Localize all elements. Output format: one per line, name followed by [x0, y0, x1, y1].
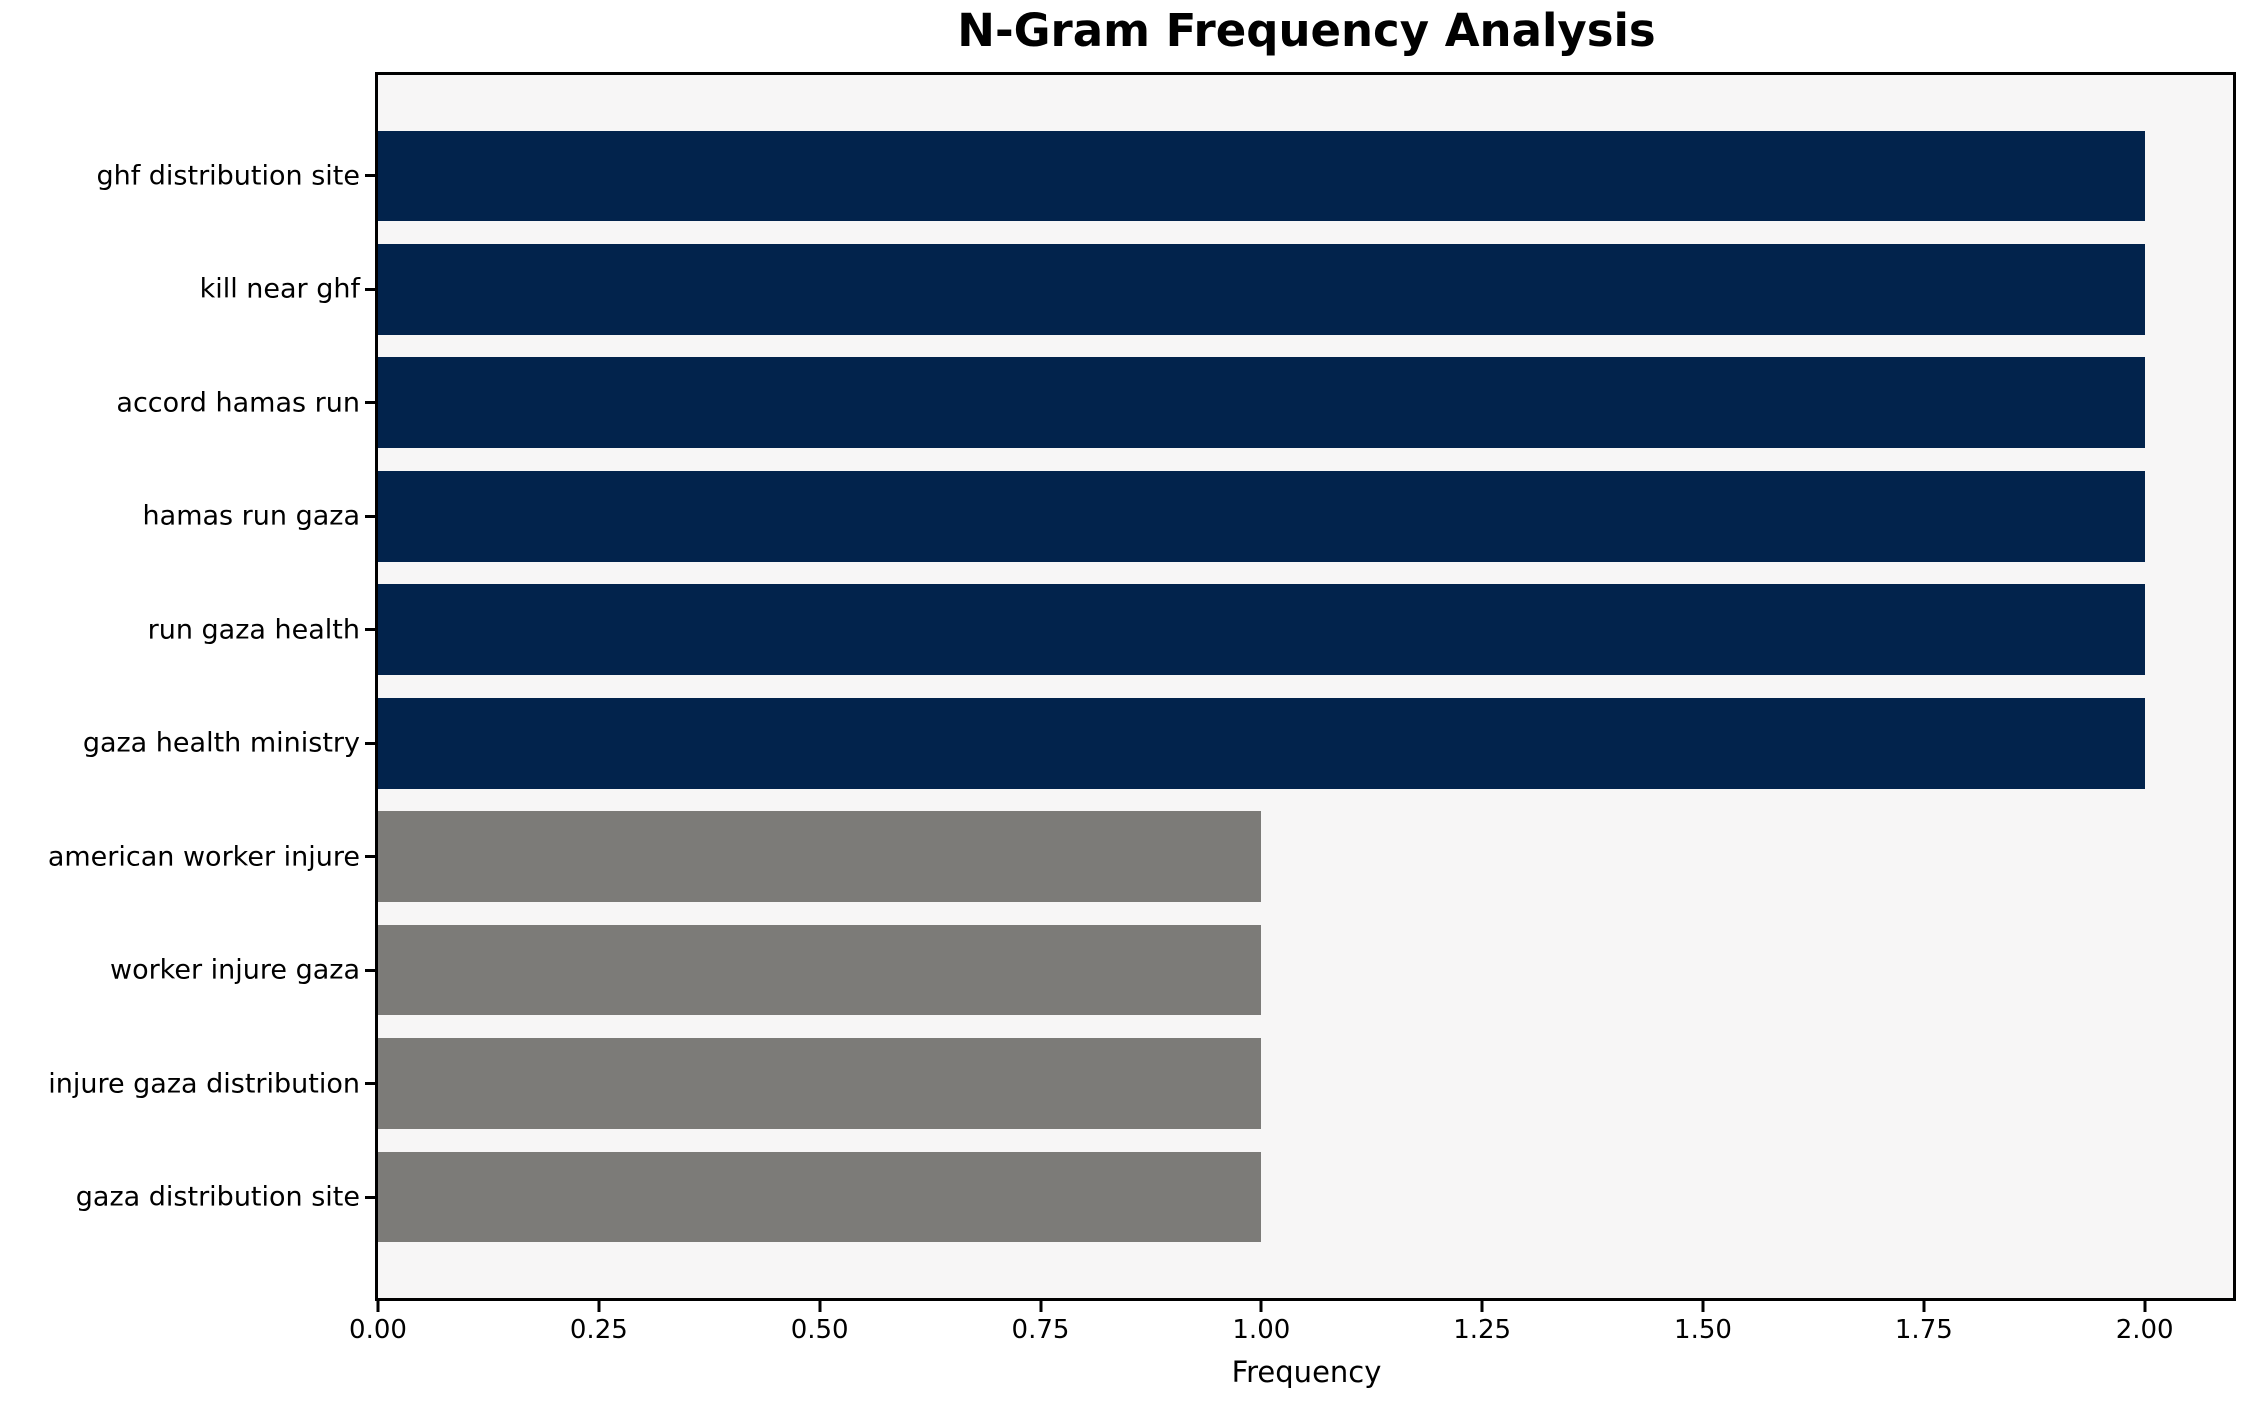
y-tick-mark: [365, 1195, 375, 1199]
y-tick-mark: [365, 968, 375, 972]
y-tick-label: american worker injure: [47, 841, 360, 873]
x-tick-label: 1.75: [1894, 1315, 1953, 1345]
x-tick-label: 2.00: [2115, 1315, 2174, 1345]
x-tick-label: 1.00: [1232, 1315, 1291, 1345]
bar: [378, 811, 1262, 903]
y-tick-mark: [365, 174, 375, 178]
x-tick-label: 0.00: [349, 1315, 407, 1345]
y-tick-mark: [365, 855, 375, 859]
y-tick-label: worker injure gaza: [109, 954, 360, 986]
bar: [378, 470, 2145, 562]
bar: [378, 584, 2145, 676]
y-tick-label: gaza distribution site: [75, 1181, 360, 1213]
x-tick-mark: [1480, 1301, 1484, 1312]
y-tick-label: kill near ghf: [199, 273, 360, 305]
x-tick-mark: [376, 1301, 380, 1312]
bar: [378, 697, 2145, 789]
x-tick-mark: [597, 1301, 601, 1312]
x-tick-label: 1.50: [1674, 1315, 1732, 1345]
y-tick-label: gaza health ministry: [82, 727, 360, 759]
chart-title: N-Gram Frequency Analysis: [957, 4, 1656, 57]
x-tick-mark: [1922, 1301, 1926, 1312]
y-tick-mark: [365, 628, 375, 632]
y-tick-label: run gaza health: [147, 614, 360, 646]
y-tick-label: hamas run gaza: [142, 500, 360, 532]
x-tick-mark: [2143, 1301, 2147, 1312]
bar: [378, 1151, 1262, 1243]
x-tick-label: 0.25: [569, 1315, 628, 1345]
bar: [378, 924, 1262, 1016]
x-tick-mark: [818, 1301, 822, 1312]
x-tick-mark: [1701, 1301, 1705, 1312]
x-tick-label: 0.75: [1011, 1315, 1070, 1345]
bar: [378, 357, 2145, 449]
x-tick-mark: [1259, 1301, 1263, 1312]
bar: [378, 130, 2145, 222]
y-tick-mark: [365, 741, 375, 745]
x-tick-mark: [1039, 1301, 1042, 1312]
bar: [378, 1038, 1262, 1129]
y-tick-label: accord hamas run: [116, 387, 360, 419]
x-tick-label: 0.50: [790, 1315, 849, 1345]
y-tick-mark: [365, 1082, 375, 1086]
plot-area: ghf distribution site kill near ghf accord…: [48, 72, 2236, 1343]
x-tick-label: 1.25: [1453, 1315, 1512, 1345]
y-tick-label: ghf distribution site: [96, 160, 360, 192]
y-tick-label: injure gaza distribution: [48, 1068, 360, 1100]
x-axis-label: Frequency: [1231, 1355, 1382, 1389]
bar: [378, 244, 2145, 335]
y-tick-mark: [365, 287, 375, 291]
y-tick-mark: [365, 401, 375, 405]
y-tick-mark: [365, 514, 375, 518]
